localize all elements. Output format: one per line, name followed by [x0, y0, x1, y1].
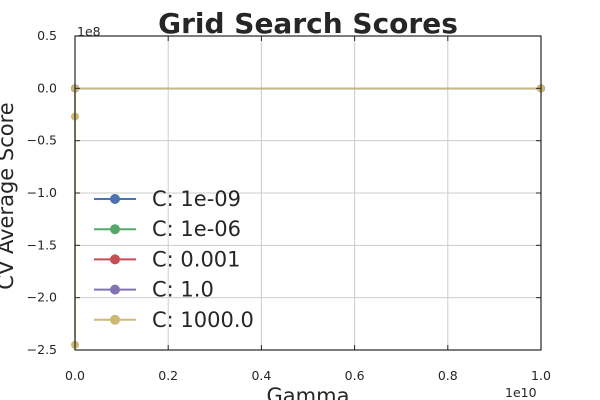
- x-tick-label: 1.0: [531, 368, 551, 383]
- y-tick-label: −0.5: [27, 133, 57, 148]
- y-tick-label: 0.5: [37, 28, 57, 43]
- y-offset-label: 1e8: [77, 24, 101, 39]
- legend-label: C: 1000.0: [152, 308, 254, 332]
- legend-label: C: 1e-06: [152, 217, 241, 241]
- x-tick-label: 0.6: [345, 368, 365, 383]
- y-tick-label: −1.5: [27, 237, 57, 252]
- x-tick-label: 0.2: [158, 368, 178, 383]
- grid: [74, 35, 542, 351]
- x-tick-label: 0.8: [438, 368, 458, 383]
- y-tick-label: −1.0: [27, 185, 57, 200]
- legend-marker: [110, 254, 120, 265]
- x-offset-label: 1e10: [505, 385, 537, 400]
- legend-label: C: 1e-09: [152, 187, 241, 211]
- y-axis-label: CV Average Score: [0, 102, 18, 289]
- x-tick-label: 0.4: [251, 368, 271, 383]
- x-tick-label: 0.0: [65, 368, 85, 383]
- legend-label: C: 1.0: [152, 278, 214, 302]
- legend-label: C: 0.001: [152, 247, 241, 271]
- x-axis-label: Gamma: [267, 384, 350, 400]
- y-tick-label: −2.5: [27, 342, 57, 357]
- legend-marker: [110, 224, 120, 235]
- legend-marker: [110, 314, 120, 325]
- ticks: 0.0 0.2 0.4 0.6 0.8 1.0 0.5 0.0 −0.5 −1.0 −1.5 −2.0…: [27, 28, 551, 383]
- chart-title: Grid Search Scores: [158, 7, 458, 40]
- legend: C: 1e-09 C: 1e-06 C: 0.001 C: 1.0 C: 1000.0: [94, 187, 254, 332]
- series-group: [71, 84, 545, 349]
- y-tick-label: −2.0: [27, 290, 57, 305]
- y-tick-label: 0.0: [37, 80, 57, 95]
- legend-marker: [110, 194, 120, 204]
- legend-marker: [110, 284, 120, 295]
- series-line: [74, 87, 541, 345]
